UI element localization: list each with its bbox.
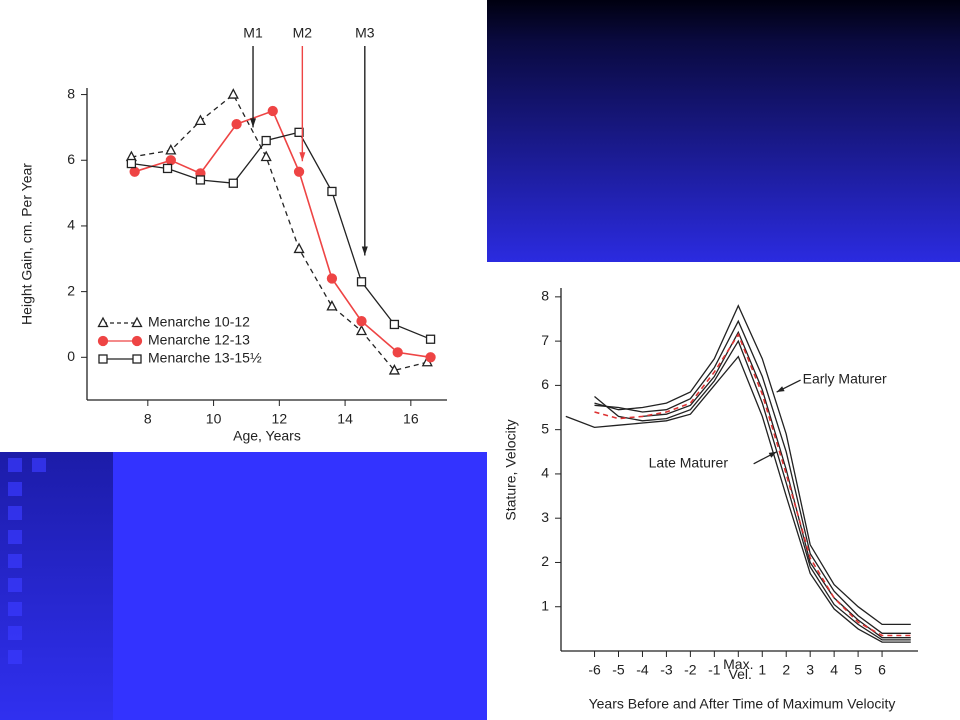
y-tick-label: 1: [541, 597, 549, 613]
legend-marker: [132, 354, 142, 364]
point: [261, 135, 271, 146]
x-tick-label: 2: [782, 662, 790, 678]
y-tick-label: 4: [67, 217, 75, 233]
point: [294, 127, 304, 137]
point: [165, 155, 176, 166]
x-tick-label: Max. Vel.: [723, 656, 753, 682]
point: [356, 277, 367, 287]
series-line: [565, 355, 911, 643]
series-line: [594, 339, 911, 641]
square-pattern: [8, 458, 46, 664]
legend-marker: [97, 335, 109, 347]
point: [162, 163, 173, 174]
x-tick-label: 4: [830, 662, 838, 678]
point: [194, 114, 207, 125]
legend-marker: [97, 316, 109, 328]
x-tick-label: 14: [337, 411, 353, 427]
annotation-arrowhead: [768, 451, 777, 458]
y-tick-label: 7: [541, 332, 549, 348]
annotation-arrowhead: [361, 246, 368, 256]
point: [231, 118, 242, 130]
point: [388, 364, 400, 375]
series-line: [134, 109, 431, 359]
x-tick-label: -1: [708, 662, 721, 678]
point: [392, 347, 403, 358]
annotation: M2: [293, 25, 313, 41]
y-tick-label: 5: [541, 420, 549, 436]
y-tick-label: 2: [541, 553, 549, 569]
y-tick-label: 2: [67, 282, 75, 298]
point: [326, 300, 338, 311]
x-tick-label: 8: [144, 411, 152, 427]
point: [356, 316, 367, 327]
point: [425, 334, 436, 344]
x-tick-label: -5: [612, 662, 625, 678]
legend-label: Menarche 10-12: [148, 314, 250, 330]
series-line: [131, 131, 431, 340]
x-tick-label: 3: [806, 662, 814, 678]
series-line: [594, 319, 911, 634]
annotation-arrowhead: [776, 386, 785, 393]
y-tick-label: 0: [67, 348, 75, 364]
x-axis-label: Age, Years: [233, 428, 301, 444]
legend-marker: [131, 335, 143, 347]
series-line: [594, 304, 911, 626]
y-tick-label: 4: [541, 465, 549, 481]
point: [267, 105, 278, 117]
y-axis-label: Height Gain, cm. Per Year: [19, 163, 35, 325]
point: [228, 178, 238, 188]
legend-marker: [131, 316, 143, 328]
x-tick-label: -4: [636, 662, 649, 678]
point: [425, 352, 436, 363]
y-tick-label: 3: [541, 509, 549, 525]
x-tick-label: 1: [758, 662, 766, 678]
x-tick-label: -3: [660, 662, 673, 678]
x-tick-label: 5: [854, 662, 862, 678]
annotation-arrowhead: [250, 118, 257, 128]
x-tick-label: 12: [272, 411, 288, 427]
point: [129, 166, 140, 177]
series-line: [642, 330, 911, 639]
x-tick-label: 10: [206, 411, 222, 427]
point: [293, 166, 305, 177]
point: [327, 186, 337, 197]
y-axis-label: Stature, Velocity: [503, 419, 519, 520]
annotation: M3: [355, 25, 375, 41]
annotation: Early Maturer: [803, 371, 887, 387]
point: [227, 88, 239, 99]
y-tick-label: 6: [67, 151, 75, 167]
top-right-band: [487, 0, 960, 262]
y-tick-label: 6: [541, 376, 549, 392]
point: [389, 319, 400, 330]
point: [293, 242, 305, 254]
point: [195, 175, 206, 185]
x-tick-label: 16: [403, 411, 419, 427]
y-tick-label: 8: [541, 288, 549, 304]
legend-marker: [98, 354, 108, 364]
x-axis-label: Years Before and After Time of Maximum V…: [589, 696, 896, 712]
legend-label: Menarche 13-15½: [148, 350, 262, 366]
annotation: Late Maturer: [649, 454, 729, 470]
x-tick-label: 6: [878, 662, 886, 678]
point: [260, 150, 272, 162]
point: [355, 324, 368, 336]
series-line: [131, 93, 428, 372]
point: [165, 144, 177, 155]
annotation-arrowhead: [299, 152, 306, 162]
x-tick-label: -6: [588, 662, 601, 678]
annotation: M1: [243, 25, 263, 41]
point: [326, 273, 338, 284]
x-tick-label: -2: [684, 662, 697, 678]
point: [126, 158, 137, 169]
legend-label: Menarche 12-13: [148, 332, 250, 348]
y-tick-label: 8: [67, 85, 75, 101]
